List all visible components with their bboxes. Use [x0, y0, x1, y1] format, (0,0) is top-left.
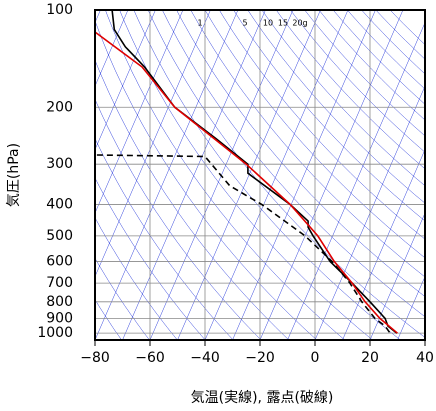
- dry-adiabat: [95, 217, 178, 340]
- isotherm: [95, 10, 129, 87]
- dry-adiabat: [362, 10, 425, 75]
- dry-adiabat: [95, 257, 150, 340]
- dry-adiabat: [347, 10, 425, 90]
- dry-adiabat: [119, 10, 373, 340]
- y-tick-label: 100: [46, 2, 73, 18]
- isotherm: [424, 339, 425, 340]
- dry-adiabat: [95, 98, 262, 340]
- dry-adiabat: [276, 10, 425, 170]
- dry-adiabat: [262, 10, 425, 187]
- dry-adiabat: [176, 10, 425, 297]
- isotherm: [369, 212, 425, 340]
- y-tick-label: 700: [46, 275, 73, 291]
- y-tick-label: 600: [46, 253, 73, 269]
- y-axis-label: 気圧(hPa): [6, 143, 22, 207]
- isotherm: [204, 10, 349, 340]
- dry-adiabat: [305, 10, 425, 137]
- x-tick-label: −60: [135, 350, 165, 366]
- isotherm: [259, 10, 404, 340]
- background-lines: [95, 10, 425, 340]
- mixing-ratio-label: 1: [197, 19, 202, 28]
- dry-adiabat: [319, 10, 425, 121]
- isotherm: [95, 10, 239, 340]
- isotherm: [342, 148, 425, 340]
- mixing-ratio-label: 5: [242, 19, 247, 28]
- isotherm: [95, 10, 211, 278]
- plot-area: [95, 10, 399, 334]
- y-tick-label: 900: [46, 310, 73, 326]
- dry-adiabat: [190, 10, 425, 278]
- isotherm: [122, 10, 266, 340]
- isotherm: [287, 21, 425, 340]
- dry-adiabat: [219, 10, 425, 240]
- dry-adiabat: [95, 59, 290, 340]
- profile-line: [96, 154, 391, 334]
- dry-adiabat: [133, 10, 401, 340]
- dry-adiabat: [162, 10, 425, 318]
- dry-adiabat: [95, 177, 206, 340]
- isotherm: [177, 10, 321, 340]
- profile-line: [111, 10, 398, 334]
- isotherm: [95, 10, 184, 214]
- y-tick-label: 800: [46, 294, 73, 310]
- dry-adiabat: [333, 10, 425, 105]
- dry-adiabat: [148, 10, 425, 338]
- profile-line: [95, 31, 399, 334]
- y-tick-label: 400: [46, 197, 73, 213]
- isotherm: [397, 275, 425, 340]
- dry-adiabat: [390, 10, 425, 45]
- dry-adiabat: [376, 10, 425, 60]
- x-tick-label: −40: [190, 350, 220, 366]
- dry-adiabat: [105, 10, 345, 340]
- mixing-ratio-label: 20g: [292, 19, 307, 28]
- dry-adiabat: [95, 137, 234, 340]
- y-tick-label: 200: [46, 99, 73, 115]
- dry-adiabat: [248, 10, 425, 204]
- x-tick-label: 40: [416, 350, 434, 366]
- x-tick-label: 0: [311, 350, 320, 366]
- y-tick-label: 500: [46, 228, 73, 244]
- x-tick-label: −80: [80, 350, 110, 366]
- isotherm: [95, 10, 156, 151]
- mixing-ratio-label: 15: [278, 19, 288, 28]
- isotherm: [314, 85, 425, 340]
- dry-adiabat: [233, 10, 425, 222]
- dry-adiabat: [290, 10, 425, 153]
- mixing-ratio-label: 10: [263, 19, 273, 28]
- y-tick-label: 1000: [37, 325, 73, 341]
- x-tick-label: −20: [245, 350, 275, 366]
- x-tick-label: 20: [361, 350, 379, 366]
- grid: [94, 9, 426, 340]
- dry-adiabat: [205, 10, 425, 259]
- x-axis-label: 気温(実線), 露点(破線): [191, 390, 334, 406]
- y-tick-label: 300: [46, 156, 73, 172]
- dry-adiabat: [95, 20, 317, 340]
